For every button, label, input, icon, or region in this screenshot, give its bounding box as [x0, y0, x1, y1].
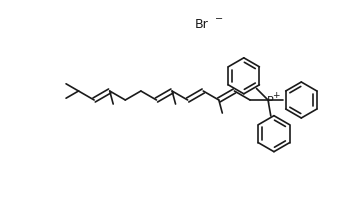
Text: +: + [272, 90, 280, 99]
Text: −: − [215, 14, 223, 24]
Text: P: P [267, 96, 274, 106]
Text: Br: Br [195, 19, 209, 31]
